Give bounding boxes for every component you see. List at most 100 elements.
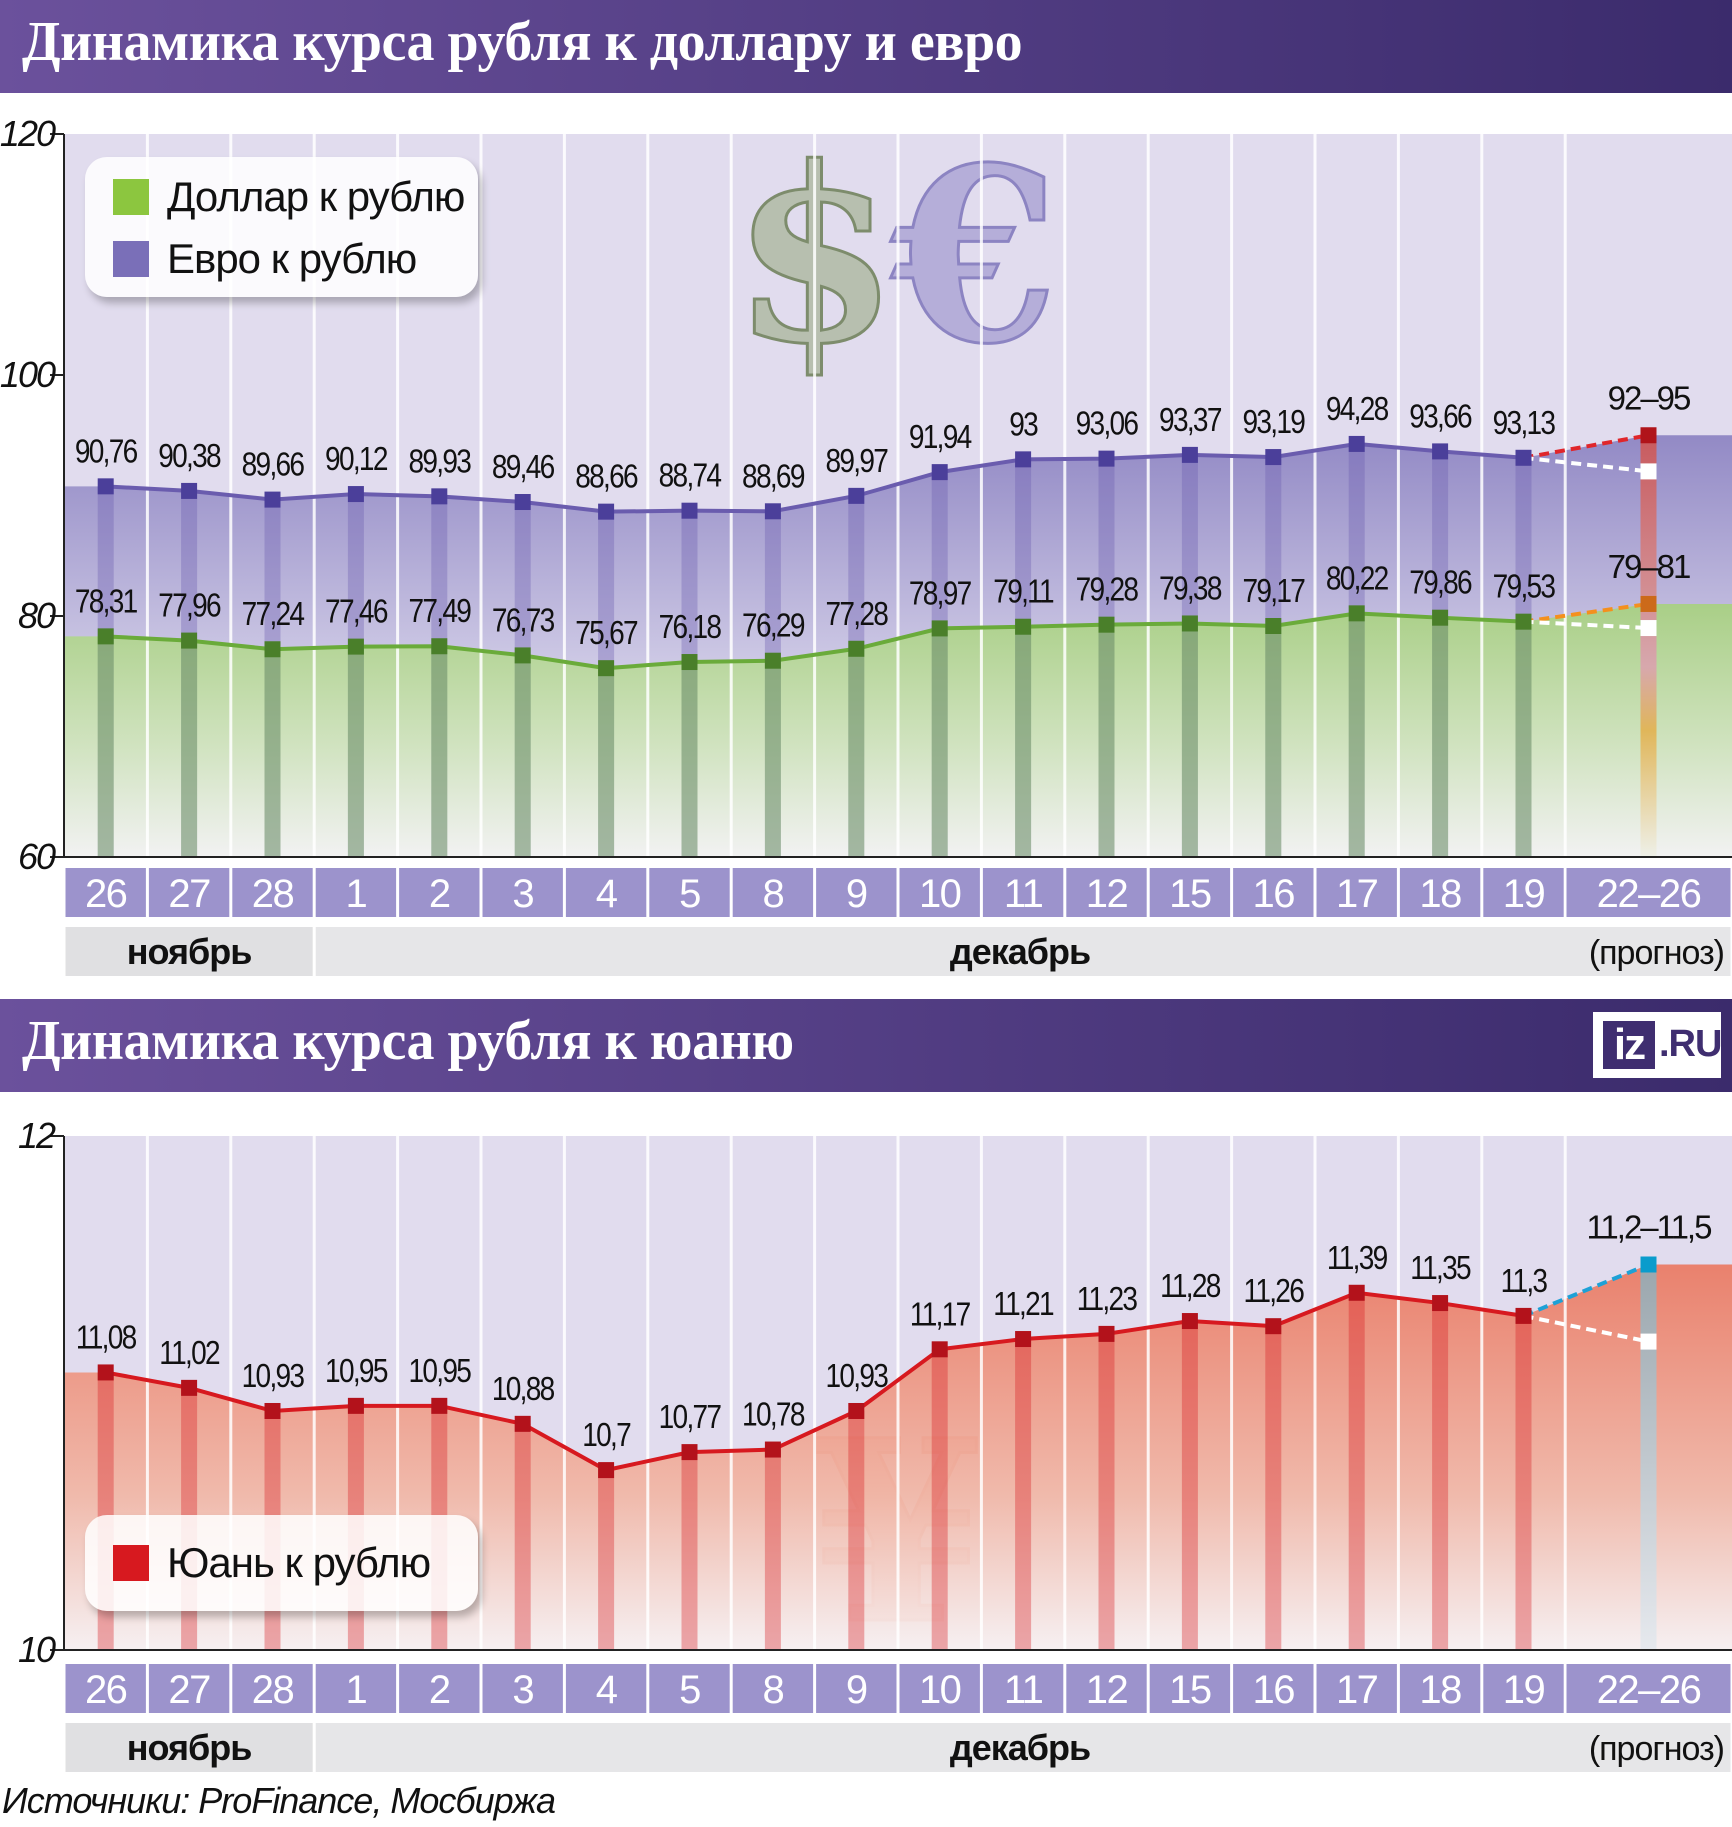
data-point xyxy=(347,486,364,503)
point-strip xyxy=(1348,613,1365,857)
data-point xyxy=(1181,615,1198,632)
point-strip xyxy=(347,646,364,857)
point-strip xyxy=(681,510,698,857)
date-label: 27 xyxy=(168,872,210,916)
date-label: 1 xyxy=(346,872,367,916)
series-line xyxy=(105,441,1524,514)
point-strip xyxy=(514,1423,531,1650)
data-label: 10,93 xyxy=(825,1358,887,1395)
data-point xyxy=(514,647,531,664)
data-point xyxy=(598,660,615,677)
chart-title: Динамика курса рубля к доллару и евро xyxy=(22,11,1023,73)
data-label: 10,78 xyxy=(742,1396,804,1433)
y-tick-label: 60 xyxy=(18,836,56,877)
point-strip xyxy=(181,640,198,857)
point-strip xyxy=(1181,1321,1198,1650)
date-cell xyxy=(1233,1664,1314,1713)
data-point xyxy=(1432,609,1449,626)
point-strip xyxy=(431,646,448,857)
point-strip xyxy=(1432,1303,1449,1650)
point-strip xyxy=(1181,454,1198,857)
data-label: 93,66 xyxy=(1409,398,1471,435)
data-label: 76,29 xyxy=(742,608,804,645)
iz-ru-logo: iz .RU xyxy=(1593,1012,1722,1078)
date-label: 3 xyxy=(512,872,533,916)
logo-text: .RU xyxy=(1659,1023,1722,1065)
data-point xyxy=(764,652,781,669)
chart-title: Динамика курса рубля к юаню xyxy=(22,1010,794,1072)
legend-swatch-euro xyxy=(113,241,149,277)
date-cell xyxy=(65,1664,146,1713)
date-label: 22–26 xyxy=(1597,1668,1701,1712)
date-label: 15 xyxy=(1169,1668,1211,1712)
data-label: 77,96 xyxy=(158,587,220,624)
data-point xyxy=(97,1364,114,1381)
data-label: 79,38 xyxy=(1159,570,1221,607)
date-label: 19 xyxy=(1503,872,1545,916)
date-cell xyxy=(399,1664,480,1713)
data-point xyxy=(1098,450,1115,467)
y-tick-label: 12 xyxy=(18,1115,56,1156)
data-point xyxy=(1348,605,1365,622)
data-point xyxy=(848,487,865,504)
date-cell xyxy=(1566,868,1731,917)
date-cell xyxy=(649,868,730,917)
data-point xyxy=(764,503,781,520)
date-label: 28 xyxy=(252,872,294,916)
data-point xyxy=(1265,1318,1282,1335)
date-cell xyxy=(148,1664,230,1713)
data-label: 10,93 xyxy=(242,1358,304,1395)
date-label: 11 xyxy=(1004,1668,1043,1712)
data-label: 88,66 xyxy=(575,459,637,496)
data-point xyxy=(514,1415,531,1432)
point-strip xyxy=(264,499,281,857)
data-label: 11,35 xyxy=(1410,1250,1470,1287)
data-point xyxy=(1265,618,1282,635)
data-label: 10,77 xyxy=(659,1399,721,1436)
date-cell xyxy=(1316,868,1397,917)
point-strip xyxy=(1015,1339,1032,1650)
forecast-strip xyxy=(1640,435,1657,857)
date-cell xyxy=(1399,868,1481,917)
data-label: 77,24 xyxy=(242,596,305,633)
data-label: 90,12 xyxy=(325,441,387,478)
data-point xyxy=(181,482,198,499)
data-label: 89,97 xyxy=(825,443,887,480)
data-point xyxy=(97,478,114,495)
point-strip xyxy=(1432,617,1449,857)
date-cell xyxy=(315,1664,397,1713)
point-strip xyxy=(514,655,531,857)
point-strip xyxy=(431,496,448,857)
data-point xyxy=(681,654,698,671)
data-label: 94,28 xyxy=(1326,391,1388,428)
month-cell xyxy=(65,1723,313,1772)
point-strip xyxy=(848,1410,865,1650)
euro-sign-icon: € xyxy=(891,115,1059,397)
data-label: 10,88 xyxy=(492,1371,554,1408)
series-line xyxy=(105,1290,1524,1473)
month-label: ноябрь xyxy=(127,931,252,972)
point-strip xyxy=(1181,623,1198,857)
date-label: 27 xyxy=(168,1668,210,1712)
data-point xyxy=(931,464,948,481)
date-cell xyxy=(816,1664,897,1713)
forecast-label: 79–81 xyxy=(1608,548,1690,585)
date-label: 16 xyxy=(1253,1668,1295,1712)
data-label: 11,28 xyxy=(1160,1268,1220,1305)
date-label: 12 xyxy=(1086,1668,1128,1712)
date-label: 8 xyxy=(763,1668,784,1712)
data-point xyxy=(181,1379,198,1396)
data-label: 79,53 xyxy=(1493,569,1555,606)
legend-dollar-euro: Доллар к рублю Евро к рублю xyxy=(85,157,478,297)
data-point xyxy=(1015,1331,1032,1348)
date-cell xyxy=(399,868,480,917)
date-cell xyxy=(1566,1664,1731,1713)
date-cell xyxy=(899,868,980,917)
data-point xyxy=(681,502,698,519)
data-label: 11,23 xyxy=(1077,1281,1137,1318)
data-point xyxy=(931,620,948,637)
dollar-euro-chart: $€90,76 90,38 89,66 90,12 89,93 89,46 88,66 88,… xyxy=(0,113,1732,976)
date-label: 8 xyxy=(763,872,784,916)
date-label: 16 xyxy=(1253,872,1295,916)
data-point xyxy=(1015,618,1032,635)
